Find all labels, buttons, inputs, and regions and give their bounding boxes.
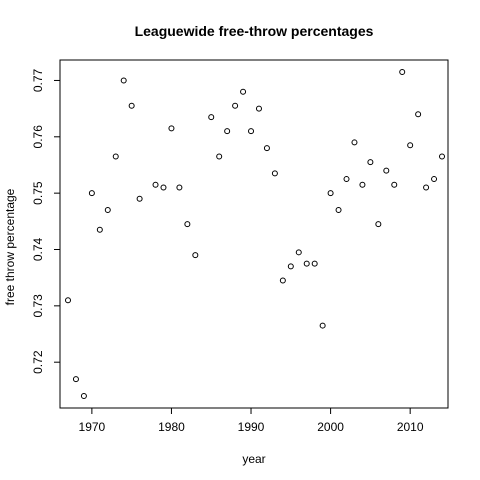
data-point: [224, 128, 231, 135]
data-point: [295, 249, 302, 256]
y-tick-label: 0.75: [31, 181, 45, 205]
data-point: [279, 277, 286, 284]
x-tick-label: 1980: [158, 420, 185, 434]
data-point: [431, 176, 438, 183]
y-tick-label: 0.72: [31, 350, 45, 374]
data-point: [120, 77, 127, 84]
data-point: [192, 252, 199, 259]
data-point: [375, 221, 382, 228]
x-tick-label: 2000: [317, 420, 344, 434]
x-axis-label: year: [242, 452, 265, 466]
data-point: [232, 102, 239, 109]
data-point: [168, 125, 175, 132]
y-axis: 0.72 0.73 0.74 0.75 0.76 0.77: [31, 68, 60, 374]
data-point: [359, 181, 366, 188]
data-point: [128, 102, 135, 109]
data-point: [271, 170, 278, 177]
data-point: [255, 105, 262, 112]
chart-title: Leaguewide free-throw percentages: [135, 23, 374, 39]
data-point: [439, 153, 445, 160]
y-tick-label: 0.77: [31, 68, 45, 92]
data-point: [72, 376, 79, 383]
x-tick-label: 1990: [238, 420, 265, 434]
data-point: [423, 184, 430, 191]
data-point: [399, 69, 406, 75]
data-point: [287, 263, 294, 270]
data-point: [367, 159, 374, 166]
y-tick-label: 0.76: [31, 125, 45, 149]
x-tick-label: 2010: [397, 420, 424, 434]
data-point: [184, 221, 191, 228]
data-point: [383, 167, 390, 174]
data-point: [65, 297, 71, 304]
data-point: [112, 153, 119, 160]
data-points: [65, 69, 445, 399]
data-point: [80, 393, 87, 399]
data-point: [415, 111, 422, 118]
data-point: [160, 184, 167, 191]
data-point: [335, 207, 342, 214]
data-point: [311, 260, 318, 267]
data-point: [327, 190, 334, 197]
y-tick-label: 0.73: [31, 294, 45, 318]
data-point: [303, 260, 310, 267]
data-point: [96, 226, 103, 233]
data-point: [263, 145, 270, 152]
data-point: [208, 114, 215, 121]
data-point: [391, 181, 398, 188]
data-point: [248, 128, 255, 135]
data-point: [240, 88, 247, 95]
data-point: [407, 142, 414, 149]
data-point: [343, 176, 350, 183]
y-axis-label: free throw percentage: [3, 188, 17, 305]
data-point: [176, 184, 183, 191]
data-point: [104, 207, 111, 214]
y-tick-label: 0.74: [31, 237, 45, 261]
data-point: [88, 190, 95, 197]
x-axis: 1970 1980 1990 2000 2010: [79, 408, 424, 434]
x-tick-label: 1970: [79, 420, 106, 434]
data-point: [152, 181, 159, 188]
data-point: [136, 195, 143, 202]
data-point: [216, 153, 223, 160]
plot-frame: [59, 59, 449, 409]
data-point: [319, 322, 326, 329]
data-point: [351, 139, 358, 146]
